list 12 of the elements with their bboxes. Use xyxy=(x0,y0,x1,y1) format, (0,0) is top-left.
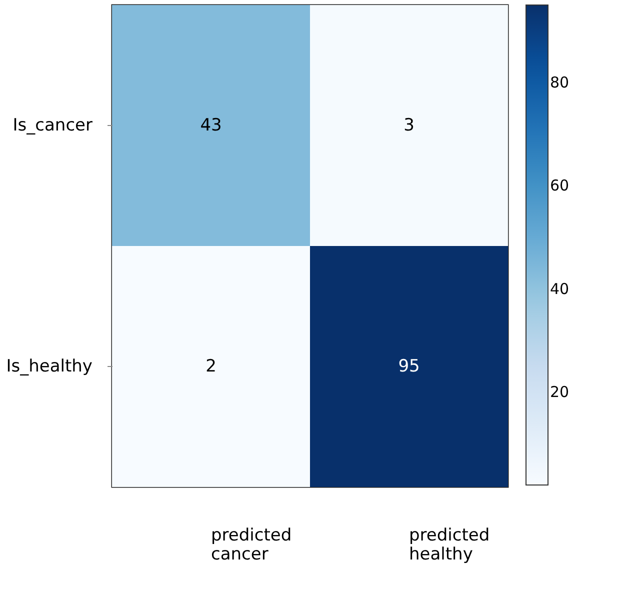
data-label: 95 xyxy=(398,356,420,376)
x-tick-label: predicted healthy xyxy=(409,526,490,564)
color-bar-label: 80 xyxy=(550,73,570,92)
y-tick-label: Is_cancer xyxy=(12,116,92,136)
data-label: 2 xyxy=(206,356,216,376)
x-tick-label: predicted cancer xyxy=(211,526,292,564)
data-label: 43 xyxy=(200,116,222,136)
color-bar-label: 20 xyxy=(550,383,570,402)
color-bar-label: 60 xyxy=(550,176,570,195)
data-label: 3 xyxy=(404,116,414,136)
color-bar-label: 40 xyxy=(550,280,570,298)
y-tick-label: Is_healthy xyxy=(6,356,92,376)
